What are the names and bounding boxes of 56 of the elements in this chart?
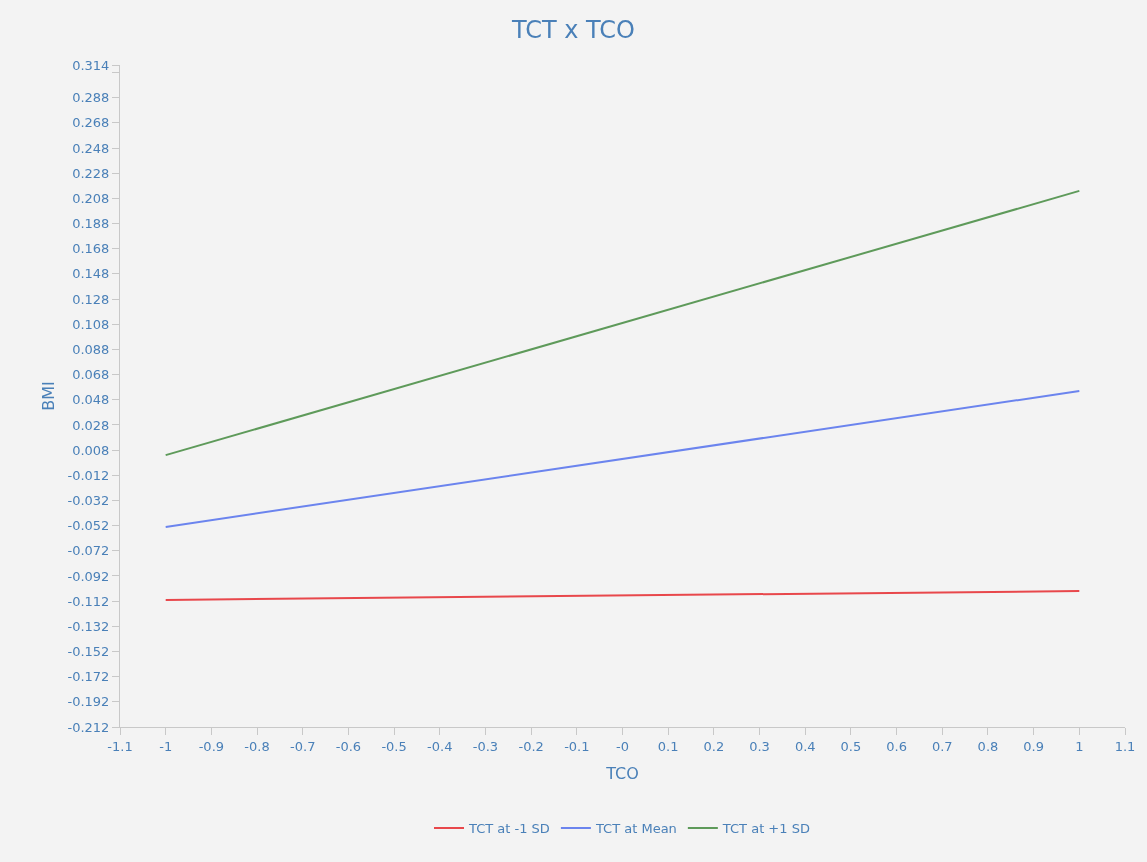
y-tick-label: -0.192 (67, 694, 110, 710)
chart-title: TCT x TCO (510, 16, 636, 45)
x-tick-label: -0.5 (381, 738, 407, 754)
legend-label: TCT at -1 SD (468, 821, 550, 837)
y-tick-label: 0.168 (72, 241, 110, 257)
y-tick-label: -0.012 (67, 467, 110, 483)
x-axis-title: TCO (605, 764, 639, 784)
x-tick-label: 0.4 (794, 738, 816, 754)
y-tick-label: 0.248 (72, 140, 110, 156)
x-tick-label: -0.9 (198, 738, 225, 754)
x-tick-label: -0.6 (335, 738, 362, 754)
x-tick-label: -1 (159, 738, 173, 754)
y-axis-title: BMI (39, 381, 59, 411)
x-tick-label: 0.5 (840, 738, 862, 754)
y-tick-label: -0.132 (67, 618, 110, 634)
x-tick-label: -0.4 (427, 738, 453, 754)
x-tick-label: 0.7 (931, 738, 953, 754)
y-tick-label: 0.028 (72, 417, 110, 433)
x-tick-label: 0.3 (749, 738, 770, 754)
y-tick-label: -0.112 (67, 593, 110, 609)
legend-label: TCT at Mean (594, 821, 677, 837)
y-tick-label: 0.008 (72, 442, 110, 458)
y-tick-label: 0.208 (72, 190, 110, 206)
x-tick-label: 0.6 (886, 738, 907, 754)
y-tick-label: -0.052 (67, 518, 110, 534)
y-tick-label: 0.188 (72, 216, 110, 232)
y-tick-label: 0.288 (72, 90, 110, 106)
y-tick-label: -0.032 (67, 493, 110, 509)
y-tick-label: 0.268 (72, 115, 110, 131)
x-tick-label: 0.1 (657, 738, 679, 754)
y-tick-label: -0.152 (67, 644, 110, 660)
y-tick-label: 0.088 (72, 341, 110, 357)
x-tick-label: -0.1 (564, 738, 590, 754)
x-tick-label: -0.8 (244, 738, 270, 754)
x-tick-label: -0.7 (290, 738, 316, 754)
y-tick-label: -0.172 (67, 669, 110, 685)
y-tick-label: -0.092 (67, 568, 110, 584)
y-tick-label: -0.212 (67, 719, 110, 735)
y-tick-label: 0.048 (72, 392, 110, 408)
y-tick-label: 0.128 (72, 291, 110, 307)
x-tick-label: -1.1 (107, 738, 133, 754)
y-tick-label: 0.068 (72, 367, 110, 383)
x-tick-label: -0 (616, 738, 629, 754)
x-tick-label: 1 (1075, 738, 1084, 754)
y-tick-label: 0.148 (72, 266, 110, 282)
legend-label: TCT at +1 SD (721, 821, 810, 837)
y-tick-label: -0.072 (67, 543, 110, 559)
x-tick-label: 1.1 (1114, 738, 1136, 754)
x-tick-label: 0.9 (1023, 738, 1044, 754)
y-tick-label: 0.228 (72, 165, 110, 181)
x-tick-label: -0.3 (472, 738, 499, 754)
x-tick-label: -0.2 (518, 738, 544, 754)
y-tick-label: 0.108 (72, 316, 110, 332)
x-tick-label: 0.2 (703, 738, 725, 754)
y-tick-label: 0.314 (72, 57, 110, 73)
x-tick-label: 0.8 (977, 738, 999, 754)
